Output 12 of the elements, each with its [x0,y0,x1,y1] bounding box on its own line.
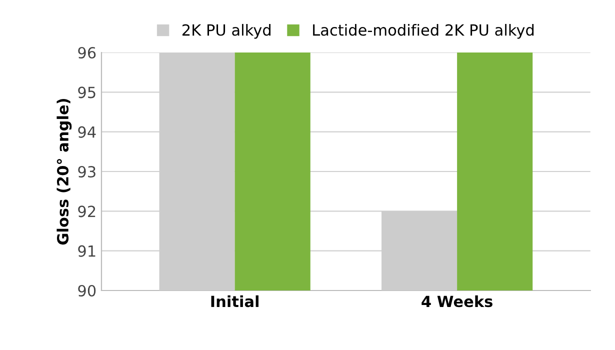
legend-label: 2K PU alkyd [182,24,270,39]
y-tick-label: 90 [78,284,96,297]
legend-label: Lactide-modified 2K PU alkyd [313,24,534,39]
y-axis-title: Gloss (20° angle) [56,98,72,245]
y-tick-label: 95 [78,86,96,98]
y-tick-label: 94 [78,126,96,138]
y-tick-label: 91 [78,245,96,257]
x-tick-label: 4 Weeks [422,295,492,308]
y-tick-label: 92 [78,206,96,218]
x-tick-label: Initial [211,295,258,308]
y-tick-label: 93 [78,166,96,178]
y-tick-label: 96 [78,46,96,59]
